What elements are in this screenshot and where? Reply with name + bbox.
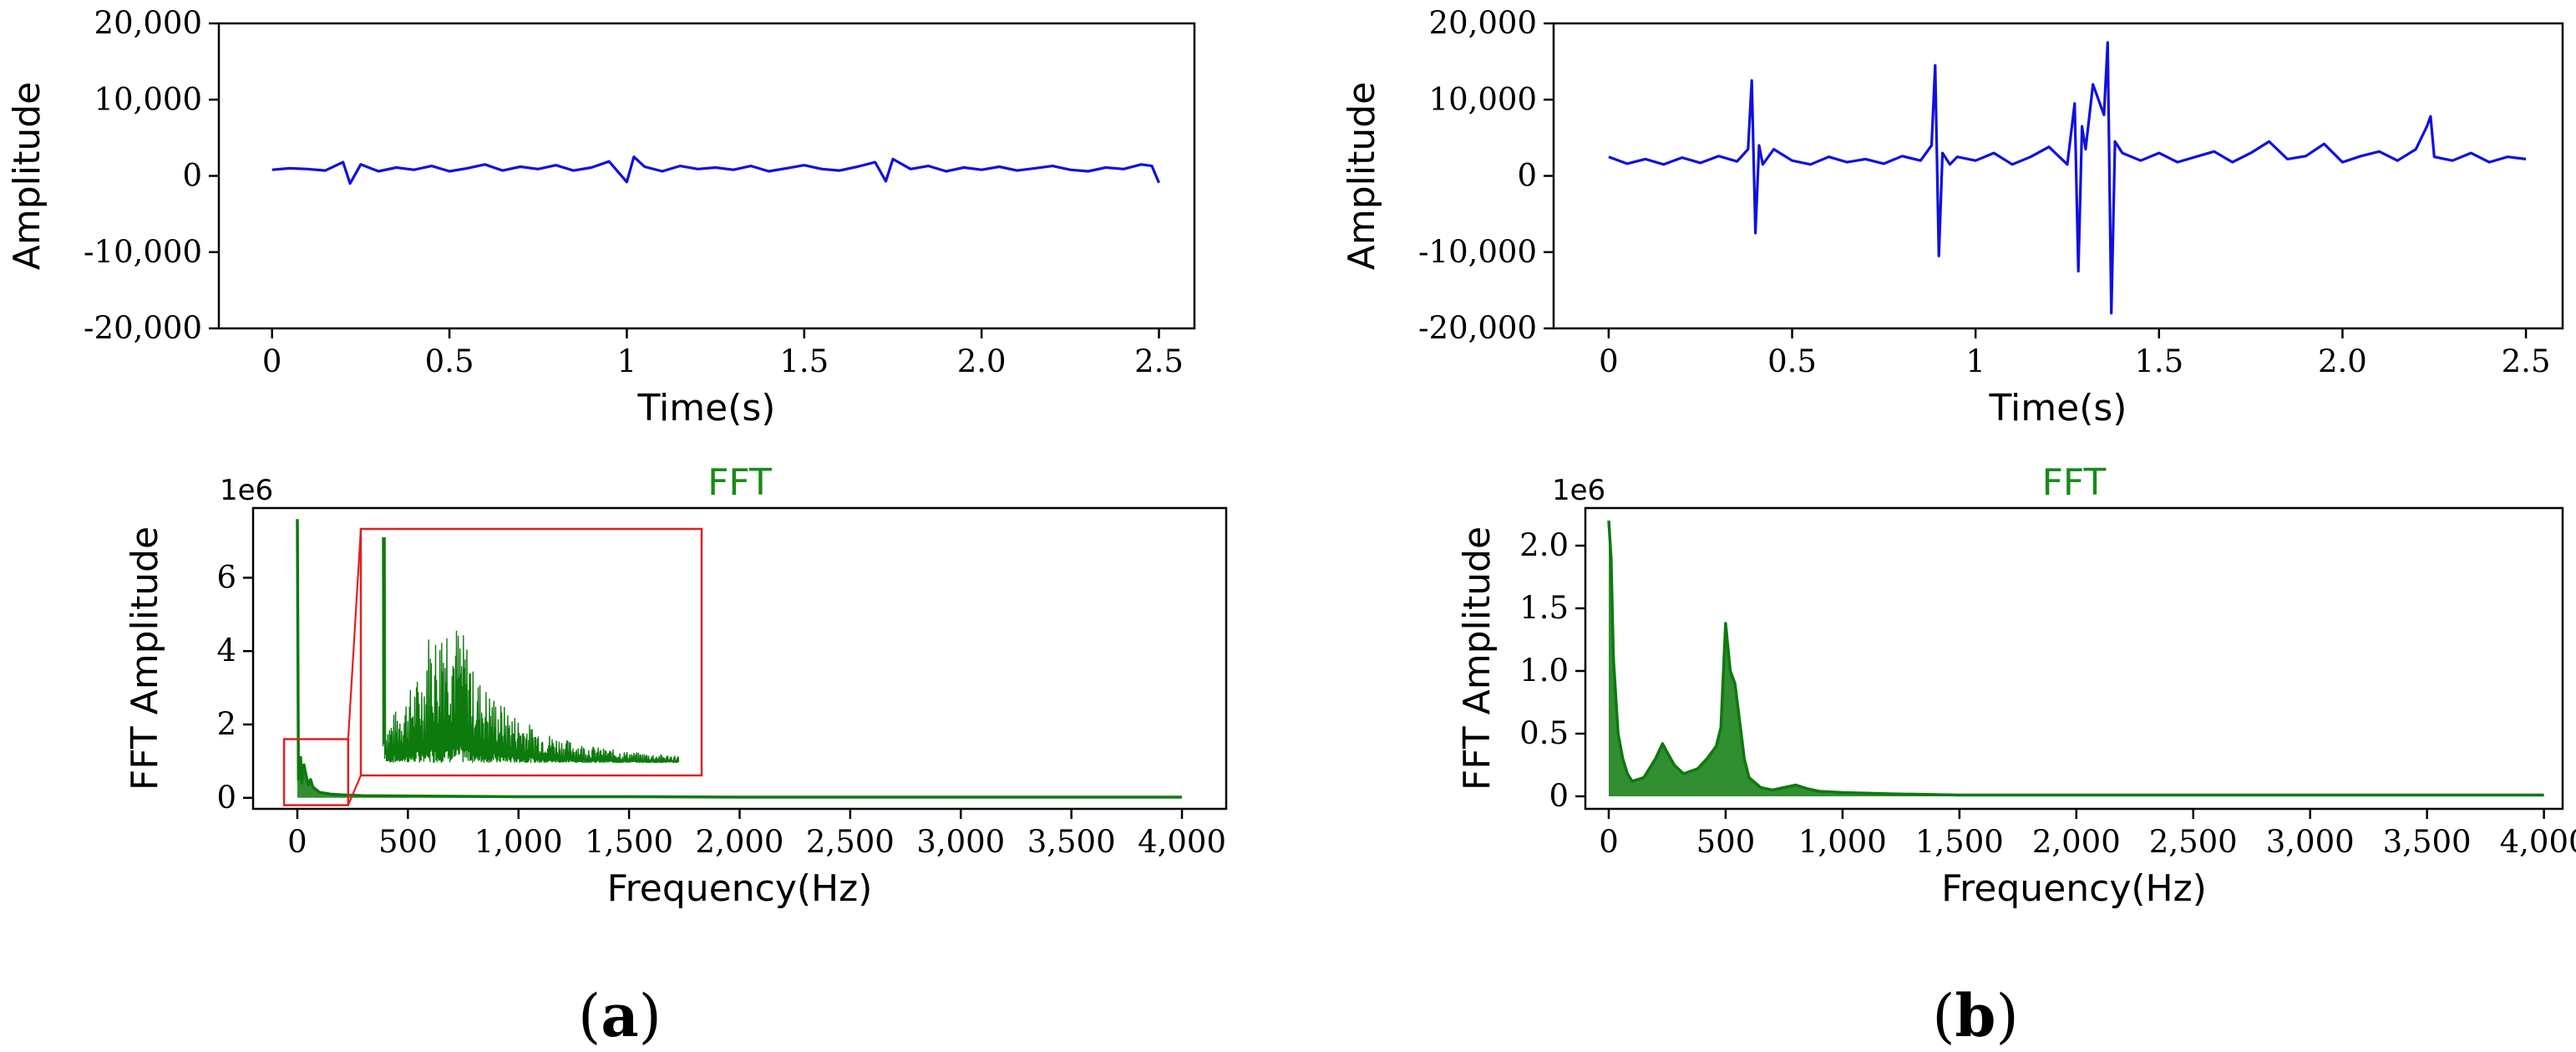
x-tick-label: 1 [617,343,637,379]
chart-a-fft: 0 500 1,000 1,500 2,000 2,500 3,000 3,500 4,000 0… [124,461,1228,910]
caption-paren: ( [578,982,601,1050]
x-tick-label: 3,500 [2383,824,2472,860]
y-tick-label: 2.0 [1519,527,1569,563]
series-line [1607,520,2544,797]
caption-paren: ) [639,982,662,1050]
caption-paren: ( [1932,982,1955,1050]
x-tick-label: 1.5 [2134,343,2183,379]
series-spectrum [296,519,1183,799]
y-tick-label: 1.5 [1519,590,1569,626]
y-tick-label: -10,000 [84,234,202,270]
y-tick-label: 1.0 [1519,653,1569,689]
zoom-connector [347,528,363,739]
y-tick-label: -20,000 [1418,310,1537,346]
x-tick-label: 1,000 [1798,824,1887,860]
plot-frame [217,22,1196,330]
chart-a-time: 0 0.5 1 1.5 2.0 2.5 20,000 10,000 0 -10,000 -20,00… [6,5,1196,429]
x-tick-label: 2,500 [2149,824,2238,860]
y-scale-label: 1e6 [1552,474,1605,507]
x-tick-label: 0 [262,343,282,379]
y-tick-label: 10,000 [94,81,202,117]
y-tick-label: 10,000 [1429,81,1537,117]
x-tick-label: 2,500 [806,824,895,860]
panel-caption-b: (b) [1932,981,2019,1050]
x-tick-label: 4,000 [2500,824,2576,860]
x-axis-label: Time(s) [1989,387,2127,429]
y-tick-label: 0 [1549,778,1569,814]
x-tick-label: 2,000 [2032,824,2121,860]
x-axis-label: Frequency(Hz) [607,867,873,910]
x-tick-label: 3,500 [1027,824,1116,860]
y-tick-label: 4 [216,633,236,668]
caption-paren: ) [1995,982,2018,1050]
y-tick-label: 6 [216,559,236,595]
x-tick-label: 1,500 [1915,824,2004,860]
chart-title: FFT [2042,461,2107,504]
x-tick-label: 1 [1965,343,1985,379]
x-tick-label: 4,000 [1138,824,1226,860]
y-tick-label: 0.5 [1519,715,1569,751]
series-line [271,155,1160,185]
series-line [1608,41,2527,315]
series-area [1609,521,2544,796]
zoom-source-box [282,738,350,806]
caption-letter: a [601,981,638,1050]
x-axis-label: Frequency(Hz) [1941,867,2207,910]
zoom-connector [347,775,363,806]
x-tick-label: 0.5 [425,343,474,379]
x-tick-label: 0 [1599,343,1619,379]
x-tick-label: 0.5 [1767,343,1817,379]
x-tick-label: 2.0 [957,343,1007,379]
x-tick-label: 3,000 [2266,824,2355,860]
y-axis-label: FFT Amplitude [124,526,166,790]
x-tick-label: 500 [1696,824,1756,860]
x-tick-label: 0 [1599,824,1619,860]
x-axis-label: Time(s) [637,387,776,429]
y-axis-label: Amplitude [1341,82,1383,270]
y-axis-label: Amplitude [6,82,48,270]
x-tick-label: 1,000 [474,824,563,860]
x-tick-label: 500 [378,824,438,860]
series-signal [271,155,1160,185]
plot-frame [1552,22,2564,330]
y-tick-label: 20,000 [1429,5,1537,41]
y-scale-label: 1e6 [220,474,273,507]
x-tick-label: 3,000 [916,824,1005,860]
chart-b-time: 0 0.5 1 1.5 2.0 2.5 20,000 10,000 0 -10,000 -20,00… [1341,5,2564,429]
y-tick-label: 2 [216,706,236,742]
chart-b-fft: 0 500 1,000 1,500 2,000 2,500 3,000 3,500 4,00 0 0… [1456,461,2576,910]
chart-title: FFT [707,461,772,504]
x-tick-label: 1,500 [585,824,673,860]
caption-letter: b [1955,981,1996,1050]
y-tick-label: 0 [1517,158,1537,194]
panel-caption-a: (a) [578,981,662,1050]
y-axis-label: FFT Amplitude [1456,526,1498,790]
plot-frame [1584,506,2564,811]
series-signal [1608,41,2527,315]
y-tick-label: 20,000 [94,5,202,41]
x-tick-label: 2.5 [2502,343,2551,379]
x-tick-label: 1.5 [779,343,829,379]
x-tick-label: 0 [287,824,307,860]
y-tick-label: 0 [182,158,202,194]
y-tick-label: -20,000 [84,310,202,346]
x-tick-label: 2.0 [2318,343,2367,379]
zoom-inset [282,527,703,806]
x-tick-label: 2.5 [1134,343,1184,379]
series-spectrum [1607,520,2544,797]
zoom-trace [382,536,680,764]
y-tick-label: -10,000 [1418,234,1537,270]
x-tick-label: 2,000 [696,824,784,860]
y-tick-label: 0 [216,780,236,816]
